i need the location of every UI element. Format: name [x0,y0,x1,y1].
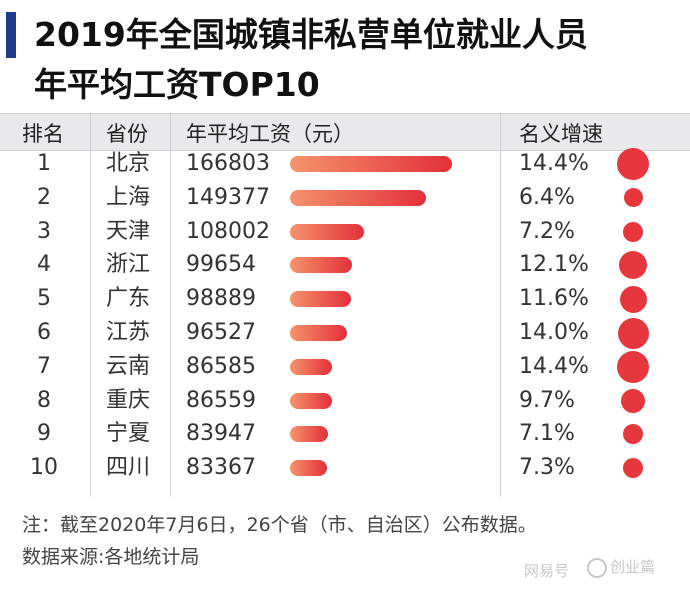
rank-label: 1 [37,151,51,176]
growth-dot [617,317,649,349]
province-label: 江苏 [106,320,151,345]
table-header-band [0,113,690,151]
growth-dot [617,148,649,180]
column-divider [170,113,171,497]
province-label: 上海 [106,184,151,210]
footnote: 注：截至2020年7月6日，26个省（市、自治区）公布数据。 [22,514,537,536]
province-label: 四川 [106,455,151,481]
salary-bar [290,223,364,240]
rank-label: 9 [37,421,51,447]
province-label: 广东 [106,286,151,312]
salary-value-label: 86559 [186,387,256,413]
growth-label: 7.2% [519,218,575,244]
wechat-icon [587,558,607,578]
header-salary: 年平均工资（元） [186,122,354,146]
salary-value-label: 96527 [186,320,256,345]
rank-label: 7 [37,353,51,379]
rank-label: 4 [37,252,51,278]
salary-bar [290,156,452,172]
growth-label: 7.3% [519,455,575,481]
rank-label: 5 [37,286,51,312]
province-label: 北京 [106,151,151,176]
rank-label: 10 [30,455,58,481]
growth-dot [623,188,643,208]
salary-bar [290,257,352,274]
data-source: 数据来源:各地统计局 [22,546,200,568]
salary-bar [290,291,351,308]
growth-label: 9.7% [519,387,575,413]
rank-label: 6 [37,320,51,345]
growth-label: 14.0% [519,320,589,345]
growth-dot [619,285,647,313]
growth-dot [623,458,643,479]
salary-value-label: 86585 [186,353,256,379]
salary-bar [290,358,332,375]
salary-bar [290,392,332,409]
province-label: 浙江 [106,252,151,278]
growth-label: 7.1% [519,421,575,447]
province-label: 宁夏 [106,421,151,447]
province-label: 重庆 [106,387,151,413]
salary-value-label: 83947 [186,421,256,447]
province-label: 云南 [106,353,151,379]
growth-dot [623,424,643,445]
title-accent-bar [6,12,16,58]
chart-title-line1: 2019年全国城镇非私营单位就业人员 [34,15,588,54]
salary-value-label: 149377 [186,184,270,210]
salary-bar [290,460,327,477]
growth-label: 14.4% [519,353,589,379]
rank-label: 8 [37,387,51,413]
growth-dot [623,221,643,242]
rank-label: 3 [37,218,51,244]
salary-value-label: 83367 [186,455,256,481]
header-rank: 排名 [22,122,64,146]
header-province: 省份 [106,122,148,146]
column-divider [500,113,501,497]
growth-label: 12.1% [519,252,589,278]
chart-title-line2: 年平均工资TOP10 [34,65,320,104]
watermark-right: 创业篇 [610,558,656,576]
salary-value-label: 99654 [186,252,256,278]
salary-bar [290,325,347,341]
salary-value-label: 98889 [186,286,256,312]
column-divider [90,113,91,497]
growth-label: 11.6% [519,286,589,312]
growth-dot [617,350,649,383]
province-label: 天津 [106,218,151,244]
salary-value-label: 166803 [186,151,270,176]
salary-value-label: 108002 [186,218,270,244]
growth-dot [621,388,645,413]
watermark-left: 网易号 [524,562,570,580]
growth-label: 6.4% [519,184,575,210]
header-growth: 名义增速 [519,122,603,146]
salary-bar [290,189,426,206]
growth-label: 14.4% [519,151,589,176]
salary-bar [290,426,328,443]
growth-dot [619,251,647,280]
rank-label: 2 [37,184,51,210]
